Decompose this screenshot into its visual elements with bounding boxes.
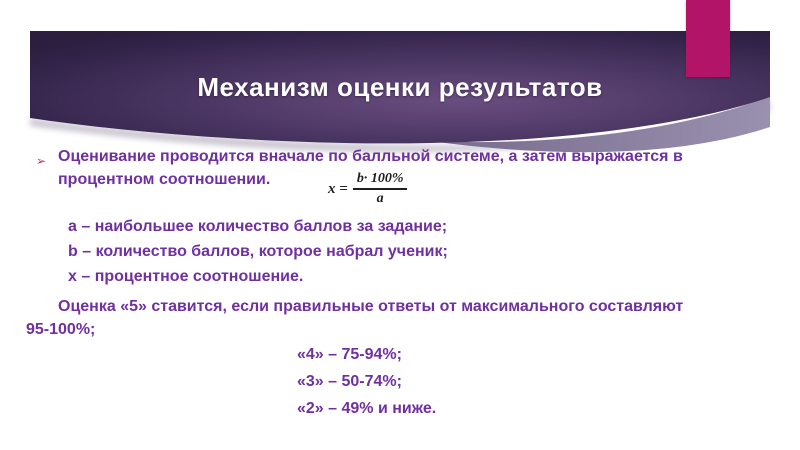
definition-b: b – количество баллов, которое набрал уч…: [68, 243, 448, 260]
formula-equation: x = b· 100% a: [328, 171, 408, 207]
grade5-rule-line2: 95-100%;: [26, 321, 96, 338]
formula-numerator: b· 100%: [352, 171, 408, 190]
formula-fraction: b· 100% a: [352, 171, 408, 207]
accent-rectangle: [686, 0, 730, 77]
page-title: Механизм оценки результатов: [197, 72, 603, 102]
definition-x: x – процентное соотношение.: [68, 268, 304, 285]
grade2-rule: «2» – 49% и ниже.: [297, 400, 437, 417]
formula-denominator: a: [376, 191, 384, 206]
header-band: [30, 31, 770, 153]
band-main: [30, 31, 770, 144]
formula-lhs: x =: [328, 180, 348, 197]
grade4-rule: «4» – 75-94%;: [297, 346, 402, 363]
paragraph1-line1: Оценивание проводится вначале по балльно…: [58, 148, 683, 165]
definition-a: a – наибольшее количество баллов за зада…: [68, 218, 448, 235]
band-shadow: [30, 100, 770, 153]
grade5-rule-line1: Оценка «5» ставится, если правильные отв…: [58, 298, 684, 315]
grade3-rule: «3» – 50-74%;: [297, 373, 402, 390]
paragraph1-line2: процентном соотношении.: [58, 171, 271, 188]
band-swoosh: [430, 96, 770, 153]
bullet-arrow-icon: ➢: [36, 154, 47, 168]
